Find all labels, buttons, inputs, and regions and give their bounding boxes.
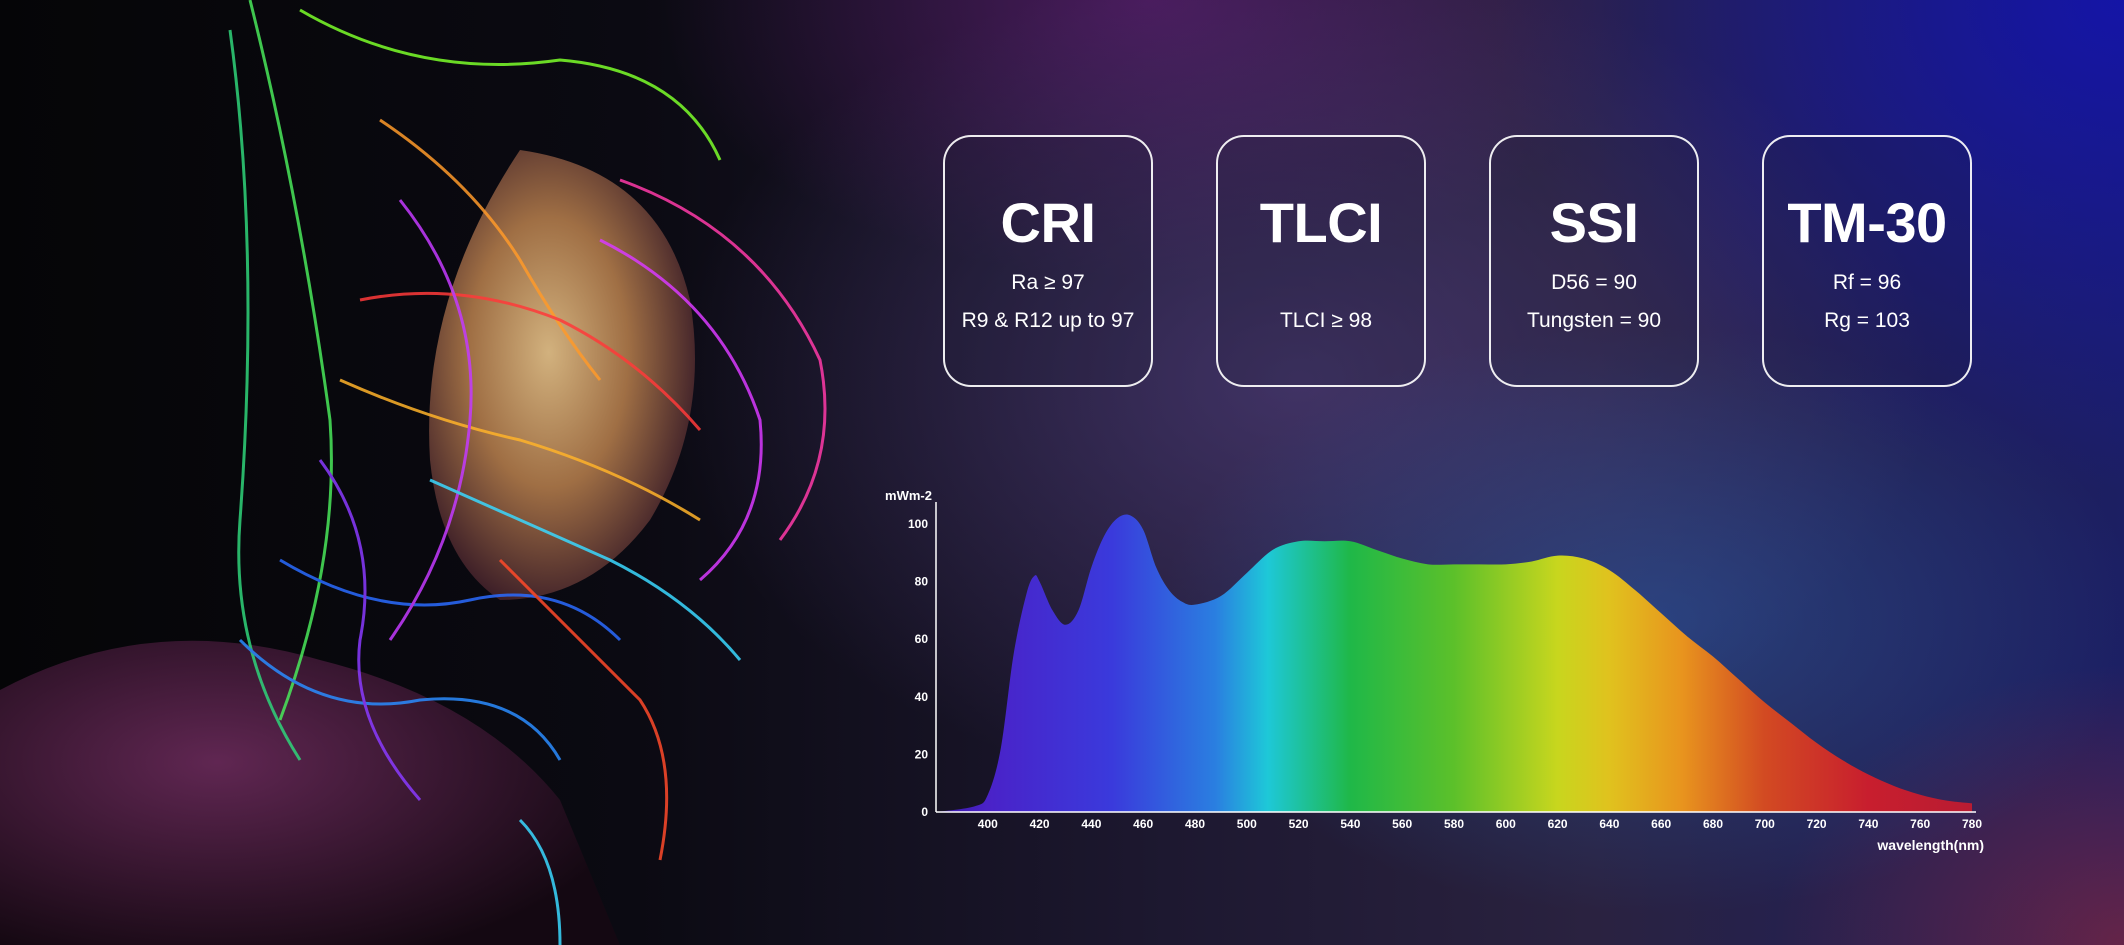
metric-line-2: Tungsten = 90 xyxy=(1526,309,1662,332)
y-tick-label: 100 xyxy=(908,517,928,531)
x-tick-label: 720 xyxy=(1807,817,1827,831)
metric-line-1: Rf = 96 xyxy=(1832,271,1902,294)
x-tick-labels: 400 420 440 460 480 500 520 540 560 580 600 620 640 6… xyxy=(978,817,1983,831)
y-tick-label: 0 xyxy=(921,805,928,819)
metric-title: CRI xyxy=(1000,191,1096,254)
x-tick-label: 460 xyxy=(1133,817,1153,831)
metric-card-tm30: TM-30 Rf = 96 Rg = 103 xyxy=(1762,135,1972,387)
y-tick-label: 60 xyxy=(915,632,929,646)
x-tick-label: 560 xyxy=(1392,817,1412,831)
x-tick-label: 480 xyxy=(1185,817,1205,831)
metric-line-1: Ra ≥ 97 xyxy=(1011,271,1085,294)
y-tick-label: 40 xyxy=(915,690,929,704)
x-tick-label: 420 xyxy=(1030,817,1050,831)
x-tick-label: 640 xyxy=(1599,817,1619,831)
metric-line-2: TLCI ≥ 98 xyxy=(1279,309,1373,332)
x-tick-label: 440 xyxy=(1081,817,1101,831)
x-tick-label: 780 xyxy=(1962,817,1982,831)
x-tick-label: 620 xyxy=(1548,817,1568,831)
x-tick-label: 500 xyxy=(1237,817,1257,831)
y-axis-label: mWm-2 xyxy=(885,490,932,503)
x-tick-label: 400 xyxy=(978,817,998,831)
metric-line-2: R9 & R12 up to 97 xyxy=(961,309,1135,332)
metric-line-2: Rg = 103 xyxy=(1824,309,1910,332)
x-tick-label: 540 xyxy=(1340,817,1360,831)
portrait-light-painting-image xyxy=(0,0,827,945)
metric-card-cri: CRI Ra ≥ 97 R9 & R12 up to 97 xyxy=(943,135,1153,387)
metric-card-tlci: TLCI TLCI ≥ 98 xyxy=(1216,135,1426,387)
metric-title: TLCI xyxy=(1259,191,1383,254)
x-tick-label: 740 xyxy=(1858,817,1878,831)
x-tick-label: 600 xyxy=(1496,817,1516,831)
x-tick-label: 520 xyxy=(1289,817,1309,831)
x-tick-label: 680 xyxy=(1703,817,1723,831)
metric-title: TM-30 xyxy=(1787,191,1947,254)
y-tick-label: 80 xyxy=(915,575,929,589)
metric-line-1: D56 = 90 xyxy=(1551,271,1637,294)
x-tick-label: 660 xyxy=(1651,817,1671,831)
spectrum-chart: 0 20 40 60 80 100 400 420 440 460 480 500 520 540 560… xyxy=(885,490,1984,853)
x-tick-label: 700 xyxy=(1755,817,1775,831)
x-tick-label: 760 xyxy=(1910,817,1930,831)
y-tick-labels: 0 20 40 60 80 100 xyxy=(908,517,928,819)
metric-title: SSI xyxy=(1549,191,1639,254)
metric-card-ssi: SSI D56 = 90 Tungsten = 90 xyxy=(1489,135,1699,387)
x-tick-label: 580 xyxy=(1444,817,1464,831)
x-axis-label: wavelength(nm) xyxy=(1876,837,1984,853)
y-tick-label: 20 xyxy=(915,747,929,761)
spectrum-area xyxy=(936,514,1972,812)
